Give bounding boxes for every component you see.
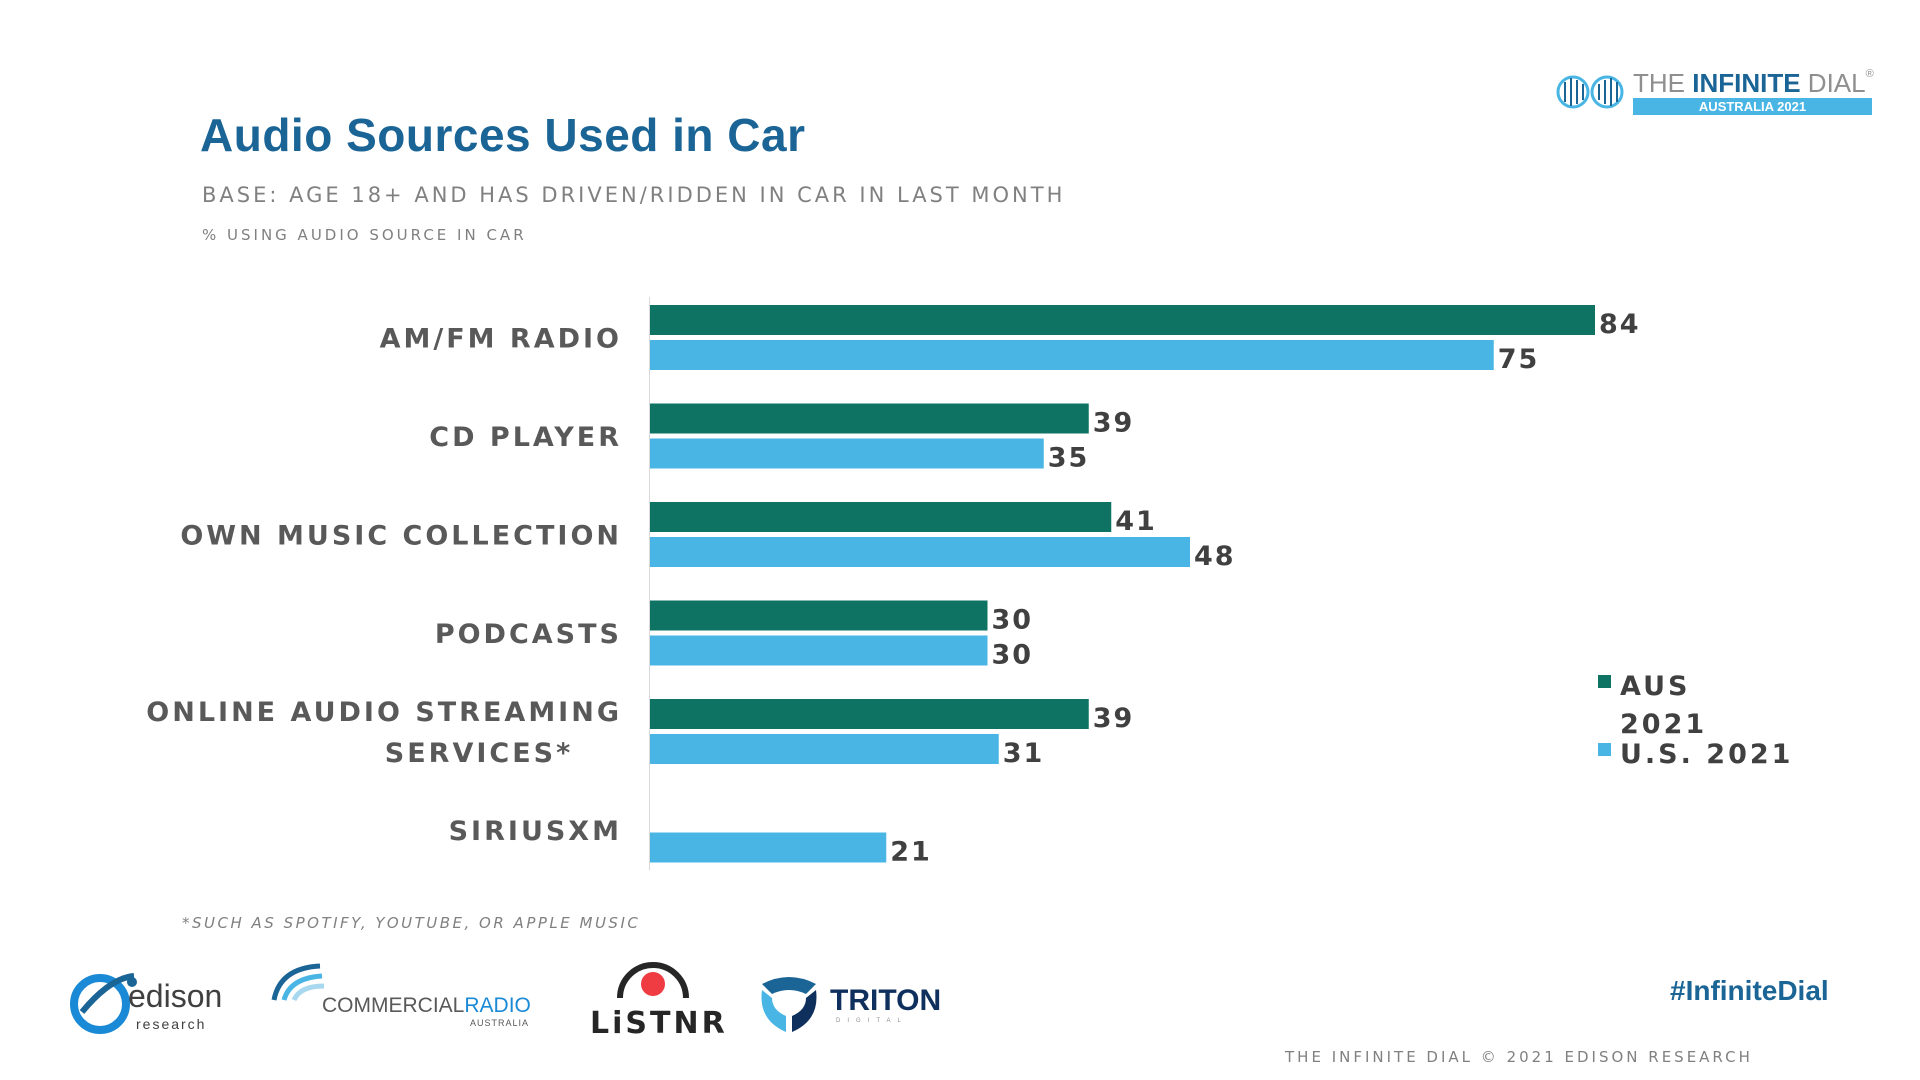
bar-us — [650, 537, 1190, 567]
data-label: 75 — [1498, 344, 1540, 375]
page-title: Audio Sources Used in Car — [200, 109, 806, 161]
bar-us — [650, 832, 887, 863]
category-label: PODCASTS — [435, 619, 622, 650]
listnr-logo: LiSTNR — [590, 948, 728, 1041]
triton-name: TRITON — [830, 984, 942, 1017]
legend-label-us: U.S. 2021 — [1620, 739, 1794, 770]
data-label: 41 — [1115, 506, 1157, 537]
legend-item-aus: AUS 2021 — [1598, 668, 1770, 744]
chart-caption: % USING AUDIO SOURCE IN CAR — [202, 226, 527, 244]
data-label: 39 — [1093, 703, 1135, 734]
legend-item-us: U.S. 2021 — [1598, 736, 1820, 774]
logo-text-dial: DIAL — [1800, 68, 1866, 98]
logo-text-the: THE — [1633, 68, 1693, 98]
data-label: 31 — [1003, 738, 1045, 769]
legend-label-aus-line1: AUS — [1620, 671, 1691, 702]
data-label: 35 — [1048, 443, 1090, 474]
legend-swatch-us — [1598, 743, 1611, 756]
infinite-dial-icon — [1556, 75, 1624, 109]
edison-swirl-icon — [70, 973, 137, 1034]
listnr-name: LiSTNR — [590, 1006, 728, 1041]
commercial-radio-sub: AUSTRALIA — [470, 1018, 530, 1028]
data-label: 21 — [890, 837, 932, 868]
commercial-radio-wave-icon — [271, 963, 325, 1002]
bar-us — [650, 340, 1494, 370]
legend-label-aus-line2: 2021 — [1620, 709, 1708, 740]
commercial-radio-part1: COMMERCIAL — [322, 994, 465, 1017]
bar-aus — [650, 699, 1089, 729]
copyright: THE INFINITE DIAL © 2021 EDISON RESEARCH — [1285, 1048, 1753, 1066]
data-label: 39 — [1093, 408, 1135, 439]
triton-logo: TRITON DIGITAL — [756, 970, 956, 1036]
page-subtitle: BASE: AGE 18+ AND HAS DRIVEN/RIDDEN IN C… — [202, 183, 1066, 207]
bar-aus — [650, 600, 988, 631]
chart-legend: AUS 2021 U.S. 2021 — [1598, 668, 1820, 774]
category-label: AM/FM RADIO — [380, 324, 622, 355]
data-label: 84 — [1599, 309, 1641, 340]
bar-aus — [650, 403, 1089, 434]
commercial-radio-part2: RADIO — [464, 994, 531, 1017]
footnote: *SUCH AS SPOTIFY, YOUTUBE, OR APPLE MUSI… — [182, 914, 641, 932]
category-label: CD PLAYER — [429, 422, 622, 453]
category-label: SERVICES* — [385, 738, 573, 769]
logo-text-infinite: INFINITE — [1692, 68, 1801, 98]
data-label: 30 — [992, 640, 1034, 671]
triton-mark-icon — [761, 977, 817, 1032]
category-label: ONLINE AUDIO STREAMING — [146, 697, 622, 728]
bar-us — [650, 734, 999, 764]
legend-swatch-aus — [1598, 675, 1611, 688]
data-label: 30 — [992, 605, 1034, 636]
hashtag: #InfiniteDial — [1670, 975, 1829, 1006]
category-label: SIRIUSXM — [449, 816, 622, 847]
bar-aus — [650, 305, 1595, 335]
category-label: OWN MUSIC COLLECTION — [180, 521, 622, 552]
logo-edition-band: AUSTRALIA 2021 — [1633, 98, 1872, 115]
edison-sub: research — [136, 1016, 207, 1032]
edison-name: edison — [128, 978, 223, 1014]
listnr-headphone-icon — [617, 962, 689, 999]
edison-research-logo: edison research — [70, 968, 245, 1038]
commercial-radio-logo: COMMERCIALRADIO AUSTRALIA — [270, 962, 550, 1032]
bar-aus — [650, 502, 1112, 532]
bar-us — [650, 635, 988, 666]
triton-sub: DIGITAL — [836, 1018, 908, 1024]
data-label: 48 — [1194, 541, 1236, 572]
bar-us — [650, 438, 1044, 469]
logo-registered: ® — [1865, 68, 1874, 80]
infinite-dial-logo: THE INFINITE DIAL® AUSTRALIA 2021 — [1555, 68, 1875, 116]
logo-edition: AUSTRALIA 2021 — [1698, 99, 1807, 114]
